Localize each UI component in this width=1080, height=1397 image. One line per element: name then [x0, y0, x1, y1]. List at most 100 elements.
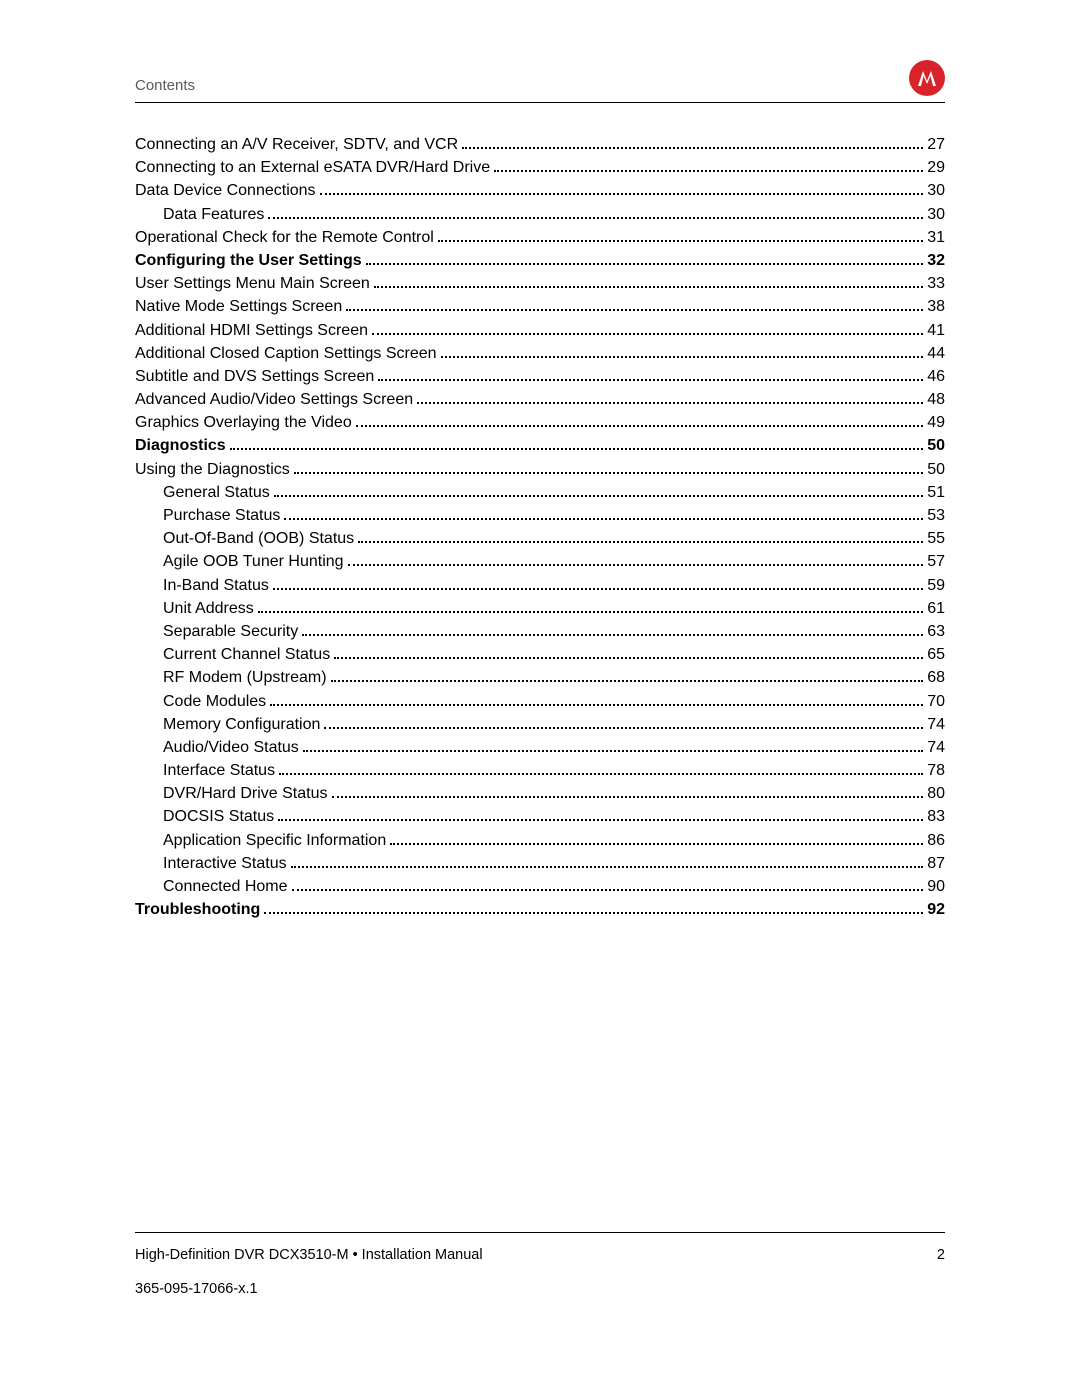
toc-entry-title: Connecting an A/V Receiver, SDTV, and VC… — [135, 137, 458, 153]
toc-entry: Additional HDMI Settings Screen 41 — [135, 323, 945, 339]
toc-dot-leader — [303, 750, 923, 752]
toc-entry-page: 80 — [927, 786, 945, 802]
toc-entry-title: Agile OOB Tuner Hunting — [163, 554, 344, 570]
toc-entry: Interface Status78 — [135, 763, 945, 779]
toc-entry-page: 30 — [927, 183, 945, 199]
toc-entry: Application Specific Information 86 — [135, 833, 945, 849]
toc-entry-title: Additional HDMI Settings Screen — [135, 323, 368, 339]
toc-entry: Code Modules 70 — [135, 694, 945, 710]
toc-entry-title: Interactive Status — [163, 856, 287, 872]
toc-entry: Data Device Connections30 — [135, 183, 945, 199]
toc-dot-leader — [378, 379, 923, 381]
footer-doc-number: 365-095-17066-x.1 — [135, 1281, 945, 1297]
toc-entry-title: Audio/Video Status — [163, 740, 299, 756]
toc-entry-title: Purchase Status — [163, 508, 280, 524]
toc-entry-title: General Status — [163, 485, 270, 501]
toc-dot-leader — [358, 541, 923, 543]
toc-entry: User Settings Menu Main Screen33 — [135, 276, 945, 292]
toc-dot-leader — [230, 448, 924, 450]
toc-dot-leader — [274, 495, 923, 497]
toc-entry-page: 48 — [927, 392, 945, 408]
header-title: Contents — [135, 77, 195, 96]
toc-entry: Audio/Video Status 74 — [135, 740, 945, 756]
toc-entry: Agile OOB Tuner Hunting 57 — [135, 554, 945, 570]
toc-dot-leader — [320, 193, 924, 195]
toc-entry-title: Additional Closed Caption Settings Scree… — [135, 346, 437, 362]
toc-dot-leader — [346, 309, 923, 311]
toc-entry: Connecting to an External eSATA DVR/Hard… — [135, 160, 945, 176]
toc-entry-title: Interface Status — [163, 763, 275, 779]
toc-entry-title: Connected Home — [163, 879, 288, 895]
toc-entry-title: Application Specific Information — [163, 833, 386, 849]
toc-entry-page: 70 — [927, 694, 945, 710]
toc-dot-leader — [331, 680, 924, 682]
toc-entry-title: DOCSIS Status — [163, 809, 274, 825]
toc-entry-page: 92 — [927, 902, 945, 918]
toc-dot-leader — [366, 263, 924, 265]
toc-entry-page: 29 — [927, 160, 945, 176]
toc-entry-page: 86 — [927, 833, 945, 849]
toc-entry: Purchase Status 53 — [135, 508, 945, 524]
page-header: Contents — [135, 60, 945, 103]
toc-dot-leader — [284, 518, 923, 520]
footer-manual-title: High-Definition DVR DCX3510-M • Installa… — [135, 1247, 483, 1263]
toc-entry: Operational Check for the Remote Control… — [135, 230, 945, 246]
toc-entry: Diagnostics50 — [135, 438, 945, 454]
toc-entry-page: 53 — [927, 508, 945, 524]
toc-dot-leader — [270, 704, 923, 706]
toc-entry-title: Diagnostics — [135, 438, 226, 454]
toc-entry-page: 83 — [927, 809, 945, 825]
toc-dot-leader — [372, 333, 923, 335]
toc-dot-leader — [462, 147, 923, 149]
toc-dot-leader — [278, 819, 923, 821]
toc-entry-page: 41 — [927, 323, 945, 339]
toc-entry: Troubleshooting92 — [135, 902, 945, 918]
toc-entry: Connected Home 90 — [135, 879, 945, 895]
table-of-contents: Connecting an A/V Receiver, SDTV, and VC… — [135, 137, 945, 918]
toc-entry-page: 90 — [927, 879, 945, 895]
toc-entry-title: Code Modules — [163, 694, 266, 710]
toc-entry-title: Separable Security — [163, 624, 298, 640]
toc-entry-title: Advanced Audio/Video Settings Screen — [135, 392, 413, 408]
toc-entry-page: 31 — [927, 230, 945, 246]
footer-page-number: 2 — [937, 1247, 945, 1263]
toc-entry-title: Data Features — [163, 207, 264, 223]
toc-entry-page: 74 — [927, 740, 945, 756]
toc-entry: RF Modem (Upstream) 68 — [135, 670, 945, 686]
toc-entry: Additional Closed Caption Settings Scree… — [135, 346, 945, 362]
toc-entry-page: 87 — [927, 856, 945, 872]
toc-dot-leader — [302, 634, 923, 636]
toc-entry: General Status51 — [135, 485, 945, 501]
toc-entry: Current Channel Status 65 — [135, 647, 945, 663]
toc-dot-leader — [292, 889, 924, 891]
toc-entry: Separable Security63 — [135, 624, 945, 640]
toc-entry-page: 59 — [927, 578, 945, 594]
footer-line-1: High-Definition DVR DCX3510-M • Installa… — [135, 1247, 945, 1263]
toc-entry-title: DVR/Hard Drive Status — [163, 786, 328, 802]
toc-entry-page: 38 — [927, 299, 945, 315]
toc-entry-title: Unit Address — [163, 601, 254, 617]
toc-entry-title: Current Channel Status — [163, 647, 330, 663]
toc-entry: Data Features30 — [135, 207, 945, 223]
toc-entry: In-Band Status59 — [135, 578, 945, 594]
toc-dot-leader — [268, 217, 923, 219]
toc-entry-title: RF Modem (Upstream) — [163, 670, 327, 686]
toc-dot-leader — [273, 588, 923, 590]
toc-dot-leader — [332, 796, 924, 798]
toc-entry: DVR/Hard Drive Status 80 — [135, 786, 945, 802]
toc-entry-page: 65 — [927, 647, 945, 663]
toc-entry-title: Using the Diagnostics — [135, 462, 290, 478]
toc-entry-page: 68 — [927, 670, 945, 686]
toc-dot-leader — [374, 286, 923, 288]
toc-entry-page: 50 — [927, 462, 945, 478]
toc-entry-page: 44 — [927, 346, 945, 362]
toc-entry: Using the Diagnostics 50 — [135, 462, 945, 478]
toc-dot-leader — [334, 657, 923, 659]
toc-entry: Interactive Status 87 — [135, 856, 945, 872]
page-footer: High-Definition DVR DCX3510-M • Installa… — [135, 1232, 945, 1297]
toc-entry-page: 57 — [927, 554, 945, 570]
toc-entry-page: 32 — [927, 253, 945, 269]
toc-entry: DOCSIS Status 83 — [135, 809, 945, 825]
toc-entry-page: 49 — [927, 415, 945, 431]
toc-dot-leader — [438, 240, 923, 242]
